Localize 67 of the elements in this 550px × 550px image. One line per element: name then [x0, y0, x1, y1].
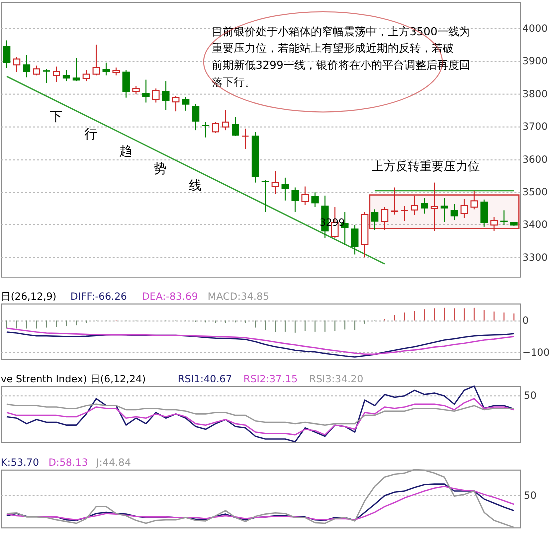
candlestick: [222, 110, 230, 132]
candlestick: [312, 192, 319, 208]
candlestick: [33, 65, 40, 76]
candlestick: [490, 216, 498, 232]
candlestick: [3, 40, 11, 69]
y-tick-label: 3900: [522, 56, 548, 68]
candlestick: [142, 79, 150, 104]
annotation: 目前银价处于小箱体的窄幅震荡中，上方3500一线为重要压力位，若能站上有望形成近期的反转，若破前期新低3299一线，银价将在小的平台调整后再度回落下行。: [212, 25, 471, 89]
candlestick: [421, 198, 428, 214]
text: D:58.13: [48, 458, 88, 469]
y-tick-label: 3800: [522, 89, 548, 100]
candlestick: [82, 70, 90, 82]
candlestick: [122, 70, 130, 98]
band-label: 上方反转重要压力位: [372, 159, 480, 174]
candlestick: [450, 204, 458, 221]
candlestick: [302, 186, 310, 206]
candlestick: [460, 198, 468, 219]
candlestick: [440, 198, 448, 223]
candlestick: [470, 190, 478, 210]
candlestick: [480, 199, 488, 228]
candlestick: [62, 70, 70, 82]
line-series: [6, 328, 515, 356]
candlestick: [172, 96, 180, 112]
candlestick: [192, 104, 200, 132]
y-tick-label: 3400: [522, 220, 548, 232]
text: K:53.70: [0, 458, 40, 469]
candlestick: [202, 122, 210, 138]
text: J:44.84: [95, 458, 132, 469]
candlestick: [72, 57, 80, 82]
y-tick-label: 4000: [522, 24, 548, 36]
candlestick: [162, 81, 170, 111]
text: DIFF:-66.26: [70, 292, 128, 303]
y-tick-label: 3300: [522, 252, 548, 264]
y-tick-label: 3500: [522, 187, 548, 198]
text: 下行趋势线: [50, 110, 202, 194]
text: DEA:-83.69: [142, 292, 198, 303]
y-tick-label: 0: [522, 316, 529, 328]
text: RSI1:40.67: [178, 374, 232, 386]
candlestick: [182, 96, 190, 112]
candlestick: [43, 68, 50, 84]
candlestick: [262, 180, 270, 213]
candlestick: [242, 128, 250, 150]
candlestick: [381, 206, 389, 231]
text: RSI3:34.20: [309, 374, 364, 386]
text: 50: [524, 490, 537, 502]
text: 50: [524, 391, 537, 402]
candlestick: [401, 206, 408, 222]
candlestick: [351, 224, 359, 256]
candlestick: [92, 44, 100, 76]
candlestick: [232, 116, 240, 137]
candlestick: [102, 62, 110, 76]
y-tick-label: 3700: [522, 122, 548, 134]
candlestick: [212, 122, 220, 134]
candlestick: [152, 88, 160, 104]
text: RSI2:37.15: [244, 374, 298, 386]
candlestick: [23, 54, 31, 78]
y-tick-label: −100: [522, 348, 550, 360]
candlestick: [371, 209, 379, 231]
candlestick: [292, 187, 300, 213]
chart-title: ve Strenth Index) 日(6,12,24): [0, 374, 146, 386]
candlestick: [53, 66, 60, 83]
series-label: MACD:34.85: [208, 292, 270, 303]
y-tick-label: 3600: [522, 154, 548, 166]
candlestick: [430, 182, 438, 232]
chart-title: 日(26,12,9): [0, 292, 57, 303]
candlestick: [13, 56, 21, 73]
candlestick: [411, 195, 418, 216]
